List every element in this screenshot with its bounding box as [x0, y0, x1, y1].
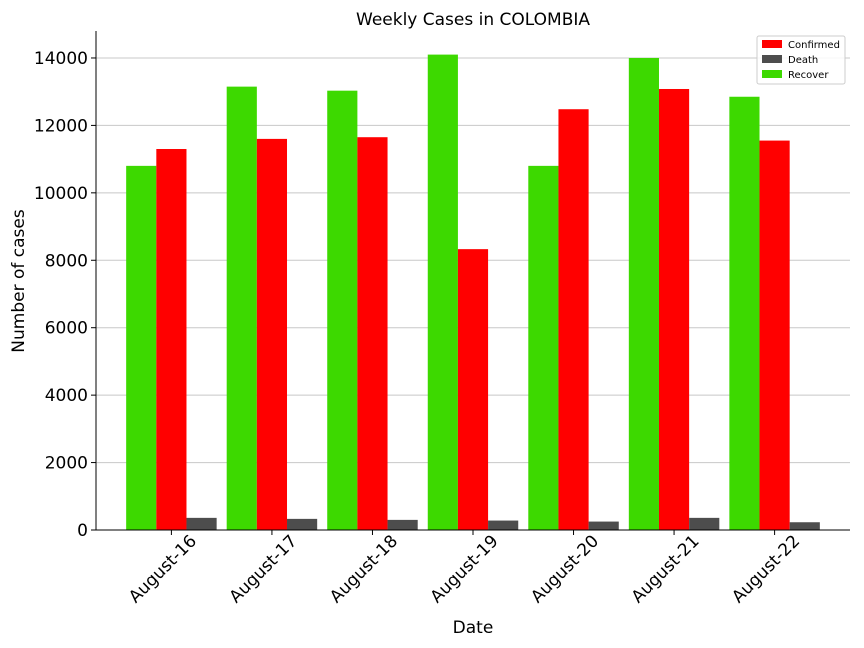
- bar-death: [588, 521, 619, 530]
- bar-recover: [628, 57, 659, 531]
- y-tick-label: 6000: [45, 319, 88, 339]
- legend-label-confirmed: Confirmed: [788, 40, 840, 51]
- bar-recover: [327, 90, 358, 530]
- y-tick-label: 14000: [34, 49, 88, 69]
- legend-label-death: Death: [788, 55, 818, 66]
- x-tick-label: August-19: [427, 531, 503, 607]
- x-tick-label: August-22: [728, 531, 804, 607]
- y-tick-label: 4000: [45, 386, 88, 406]
- bar-recover: [729, 96, 760, 531]
- bar-confirmed: [558, 109, 589, 530]
- y-tick-label: 8000: [45, 251, 88, 271]
- x-axis-label: Date: [453, 618, 494, 638]
- x-tick-label: August-20: [527, 531, 603, 607]
- legend-swatch-death: [762, 55, 782, 63]
- bar-confirmed: [156, 149, 187, 530]
- bar-death: [387, 519, 418, 530]
- legend-swatch-recover: [762, 70, 782, 78]
- bar-confirmed: [357, 137, 388, 530]
- bars: [126, 54, 820, 531]
- y-tick-label: 10000: [34, 184, 88, 204]
- y-ticks: 0 2000 4000 6000 8000 10000 12000 14000: [34, 49, 96, 541]
- bar-death: [186, 517, 217, 530]
- legend-label-recover: Recover: [788, 70, 829, 81]
- bar-death: [287, 518, 318, 530]
- bar-confirmed: [457, 249, 489, 530]
- x-tick-label: August-16: [125, 531, 201, 607]
- x-ticks: August-16 August-17 August-18 August-19 Augu…: [125, 530, 804, 607]
- bar-death: [689, 517, 720, 530]
- bar-recover: [126, 165, 157, 530]
- bar-death: [488, 520, 519, 530]
- bar-recover: [427, 54, 458, 531]
- y-tick-label: 12000: [34, 116, 88, 136]
- legend: Confirmed Death Recover: [756, 35, 846, 85]
- bar-death: [789, 522, 820, 530]
- bar-recover: [226, 86, 257, 530]
- bar-confirmed: [759, 140, 790, 530]
- bar-confirmed: [658, 88, 690, 531]
- bar-recover: [528, 165, 559, 530]
- x-tick-label: August-17: [226, 531, 302, 607]
- x-tick-label: August-18: [326, 531, 402, 607]
- y-tick-label: 0: [77, 521, 88, 541]
- bar-confirmed: [256, 138, 288, 530]
- x-tick-label: August-21: [628, 531, 704, 607]
- chart-title: Weekly Cases in COLOMBIA: [356, 10, 590, 30]
- y-axis-label: Number of cases: [9, 209, 29, 353]
- legend-swatch-confirmed: [762, 40, 782, 48]
- y-tick-label: 2000: [45, 454, 88, 474]
